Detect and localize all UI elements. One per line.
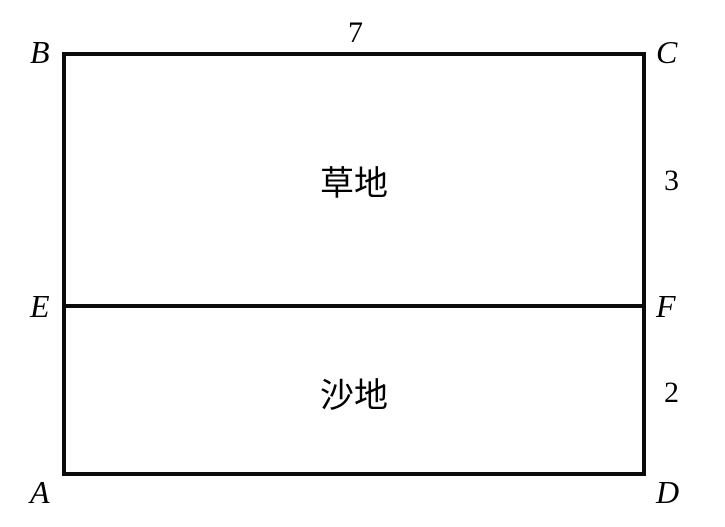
vertex-b: B [30,36,50,68]
rect-outline [0,0,725,527]
region-upper-grass: 草地 [320,168,388,202]
diagram-canvas: B C E F A D 7 3 2 草地 沙地 [0,0,725,527]
dim-right-top-3: 3 [664,166,679,196]
dim-right-bot-2: 2 [664,378,679,408]
vertex-f: F [656,290,676,322]
vertex-e: E [30,290,50,322]
vertex-c: C [656,36,677,68]
vertex-d: D [656,476,679,508]
dim-top-7: 7 [348,18,363,48]
region-lower-sand: 沙地 [320,380,388,414]
vertex-a: A [30,476,50,508]
